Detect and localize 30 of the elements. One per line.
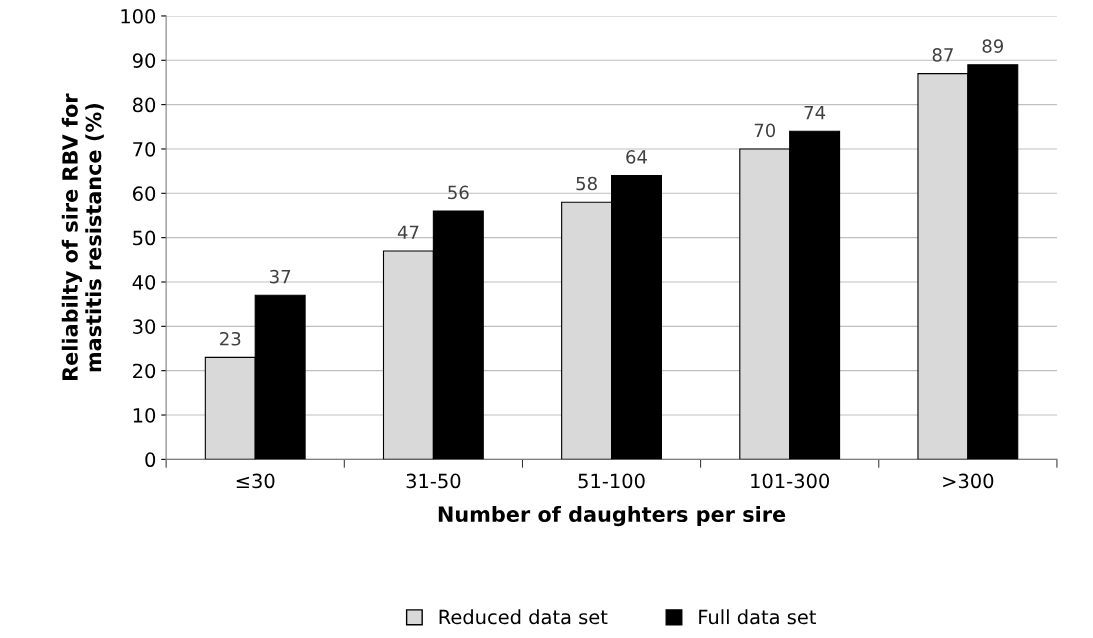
x-tick-label: 101-300 (751, 473, 830, 489)
legend-label: Full data set (699, 609, 816, 625)
y-tick-label: 10 (133, 407, 156, 423)
data-label: 89 (982, 39, 1004, 53)
y-tick-label: 80 (132, 97, 156, 113)
y-tick-label: 0 (145, 452, 156, 468)
data-label: 70 (754, 123, 776, 138)
y-tick-label: 30 (133, 319, 156, 334)
y-tick-label: 40 (132, 274, 156, 290)
x-tick-label: >300 (943, 473, 994, 489)
data-label: 74 (804, 105, 826, 120)
data-label: 87 (932, 48, 953, 62)
y-tick-label: 50 (133, 230, 156, 246)
y-tick-label: 60 (133, 186, 156, 201)
data-label: 37 (270, 269, 291, 284)
x-axis-title: Number of daughters per sire (438, 505, 786, 527)
data-label: 58 (576, 176, 597, 191)
data-label: 47 (397, 225, 419, 239)
data-label: 56 (448, 185, 469, 200)
y-tick-label: 70 (133, 141, 156, 157)
legend-label: Reduced data set (439, 609, 608, 625)
y-tick-label: 20 (133, 363, 156, 379)
x-tick-label: 31-50 (406, 473, 461, 489)
data-label: 23 (220, 331, 241, 346)
data-label: 64 (626, 150, 647, 164)
x-tick-label: ≤30 (236, 473, 275, 489)
y-axis-title: Reliabilty of sire RBV for mastitis resistance (%) (61, 93, 104, 380)
x-tick-label: 51-100 (578, 473, 645, 489)
y-tick-label: 90 (132, 53, 156, 68)
y-tick-label: 100 (121, 8, 156, 24)
